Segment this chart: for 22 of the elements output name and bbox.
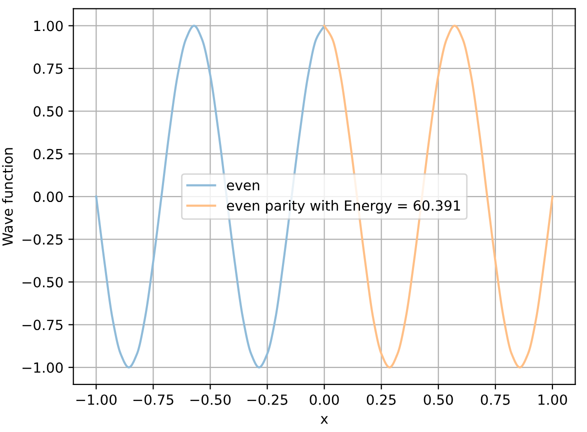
y-tick-label: 0.25	[34, 148, 62, 160]
y-tick-label: 0.75	[34, 63, 62, 74]
y-axis-title: Wave function	[2, 148, 13, 246]
y-tick-label: 0.50	[34, 106, 63, 117]
legend-label: even	[226, 182, 260, 190]
x-tick-label: −1.00	[76, 394, 117, 405]
x-tick-label: −0.75	[133, 394, 174, 405]
y-tick-label: 0.00	[34, 192, 63, 202]
x-tick-label: 1.00	[538, 394, 567, 405]
x-tick-label: −0.50	[190, 394, 231, 405]
x-tick-label: 0.50	[424, 394, 453, 405]
y-tick-label: −0.75	[22, 320, 62, 330]
x-tick-label: 0.25	[366, 394, 396, 405]
y-tick-label: −1.00	[22, 362, 63, 373]
x-axis-title: x	[320, 416, 328, 424]
legend-label: even parity with Energy = 60.391	[226, 200, 460, 214]
y-tick-label: −0.25	[22, 234, 62, 245]
x-tick-label: −0.25	[247, 394, 288, 405]
x-tick-label: 0.75	[480, 394, 510, 405]
y-tick-label: 1.00	[34, 20, 63, 32]
y-tick-label: −0.50	[22, 276, 63, 288]
x-tick-label: 0.00	[310, 394, 339, 405]
